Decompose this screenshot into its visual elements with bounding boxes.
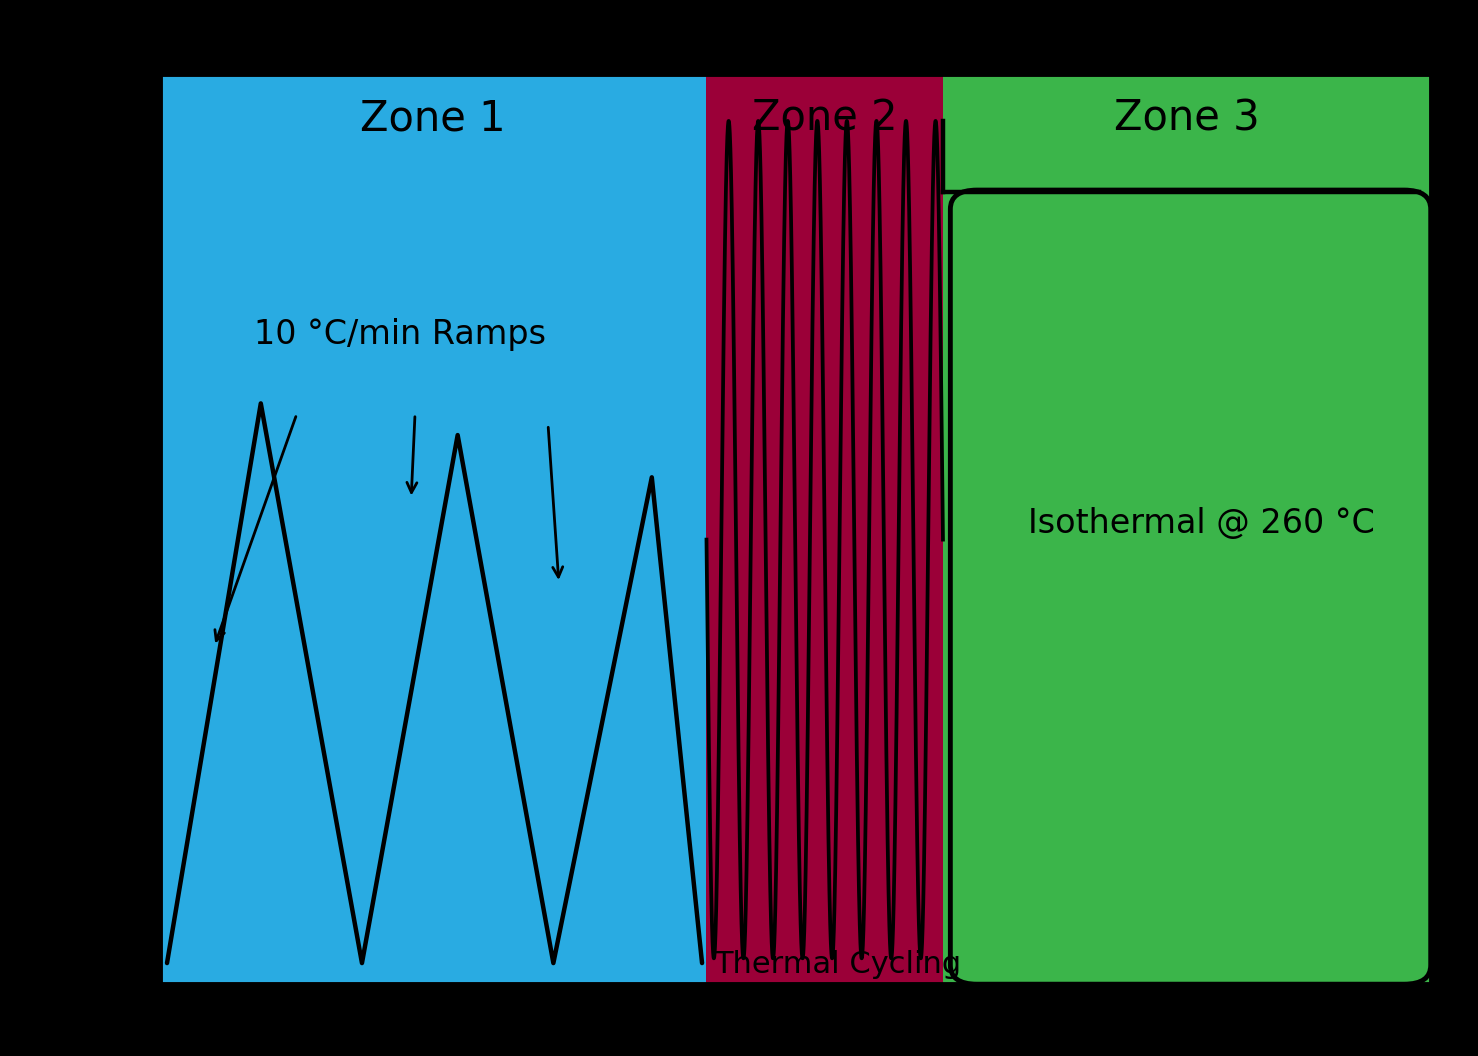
Text: Zone 3: Zone 3 <box>1114 97 1259 139</box>
Bar <box>706 74 943 984</box>
Text: Thermal Cycling: Thermal Cycling <box>714 950 961 979</box>
Text: Isothermal @ 260 °C: Isothermal @ 260 °C <box>1029 507 1375 541</box>
Bar <box>160 74 706 984</box>
FancyBboxPatch shape <box>950 190 1431 984</box>
Bar <box>943 74 1431 984</box>
Text: Zone 1: Zone 1 <box>361 97 505 139</box>
Bar <box>160 74 1431 984</box>
Text: Zone 2: Zone 2 <box>752 97 897 139</box>
Text: 10 °C/min Ramps: 10 °C/min Ramps <box>254 318 547 351</box>
